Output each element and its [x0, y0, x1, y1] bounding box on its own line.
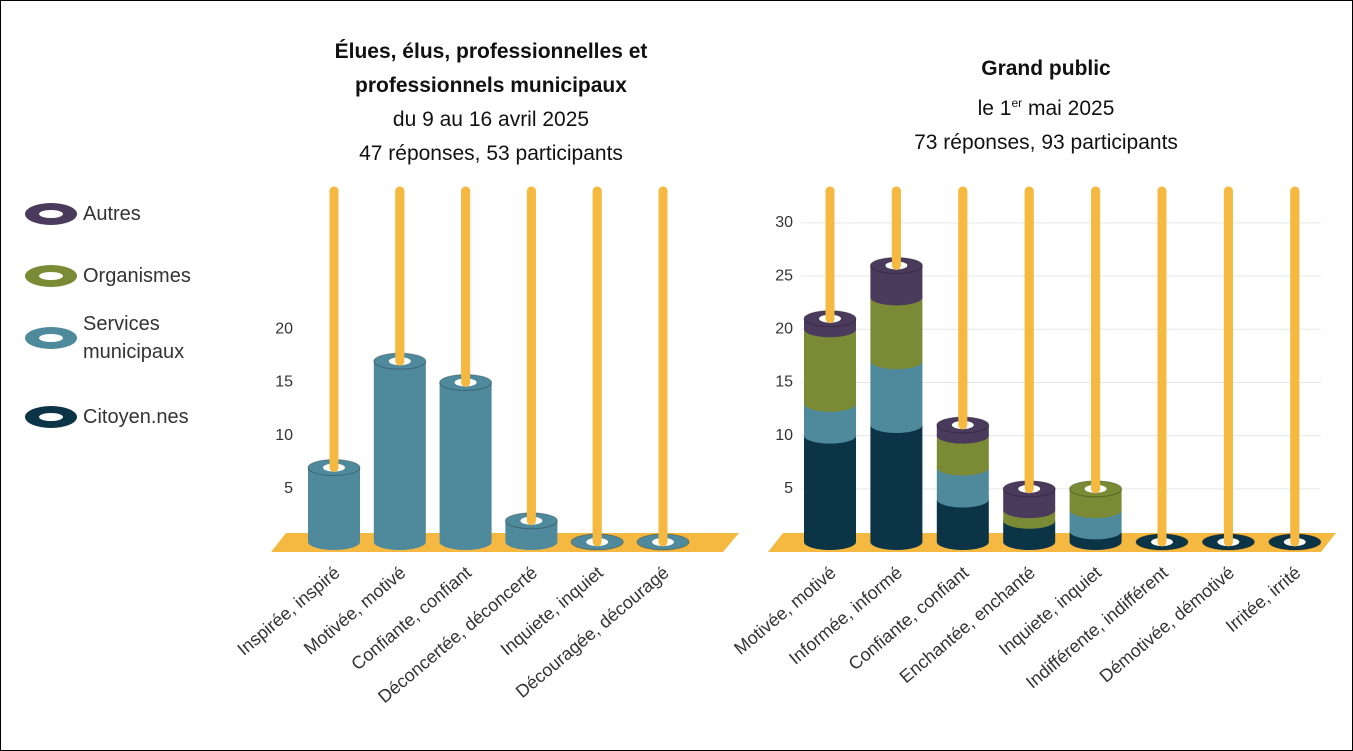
swatch-hole — [39, 413, 63, 421]
chart-note: 73 réponses, 93 participants — [914, 131, 1178, 154]
bar-segment — [373, 361, 426, 542]
x-tick-label: Confiante, confiant — [347, 562, 475, 674]
y-tick-label: 15 — [275, 374, 293, 391]
y-tick-label: 5 — [284, 480, 293, 497]
legend-item: Autres — [23, 197, 213, 231]
legend-item: Citoyen.nes — [23, 400, 213, 434]
chart-subtitle: du 9 au 16 avril 2025 — [392, 108, 590, 131]
y-tick-label: 5 — [784, 480, 793, 497]
legend-item: Organismes — [23, 259, 213, 293]
legend-swatch — [25, 406, 77, 428]
y-tick-label: 15 — [775, 374, 793, 391]
legend-label: Services municipaux — [83, 313, 185, 363]
subtitle-sup: er — [1011, 96, 1023, 110]
bar-segment — [804, 329, 856, 404]
left-title-block: Élues, élus, professionnelles et profess… — [281, 35, 701, 171]
bar-segment — [804, 435, 856, 542]
bar-segment — [870, 297, 923, 362]
chart-title: Grand public — [981, 57, 1111, 80]
bar-segment — [870, 425, 923, 542]
legend-label: Organismes — [83, 265, 191, 287]
bar-segment — [870, 361, 923, 425]
right-title-block: Grand public le 1er mai 2025 73 réponses… — [846, 52, 1246, 160]
y-tick-label: 10 — [275, 427, 293, 444]
swatch-hole — [39, 272, 63, 280]
swatch-hole — [39, 334, 63, 342]
legend-swatch — [25, 265, 77, 287]
legend-item: Services municipaux — [23, 310, 213, 366]
y-tick-label: 30 — [775, 214, 793, 231]
chart-note: 47 réponses, 53 participants — [359, 142, 623, 165]
legend-swatch — [25, 327, 77, 349]
y-tick-label: 25 — [775, 267, 793, 284]
legend-swatch — [25, 203, 77, 225]
bar-segment — [308, 467, 360, 542]
subtitle-rest: mai 2025 — [1027, 97, 1115, 120]
legend-label: Autres — [83, 203, 141, 225]
chart-title: Élues, élus, professionnelles et profess… — [334, 40, 648, 97]
subtitle-text: le 1 — [977, 97, 1012, 120]
chart-subtitle: le 1er mai 2025 — [846, 86, 1246, 126]
bar-segment — [439, 382, 492, 542]
y-tick-label: 20 — [275, 320, 293, 337]
x-tick-label: Informée, informé — [785, 562, 906, 668]
x-tick-label: Confiante, confiant — [845, 562, 973, 674]
swatch-hole — [39, 210, 63, 218]
y-tick-label: 20 — [775, 320, 793, 337]
legend-label: Citoyen.nes — [83, 406, 189, 428]
y-tick-label: 10 — [775, 427, 793, 444]
